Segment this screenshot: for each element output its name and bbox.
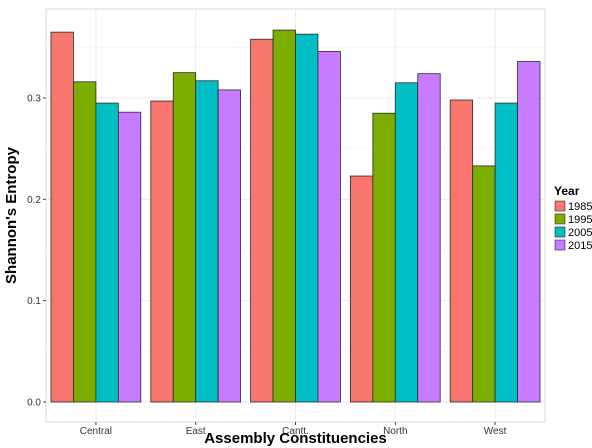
bar-cantt-2015 bbox=[317, 50, 341, 403]
bar-west-1985 bbox=[449, 99, 474, 403]
bar-east-1995 bbox=[172, 72, 197, 403]
bar-central-2005 bbox=[95, 102, 119, 403]
y-tick-label: 0.1 bbox=[27, 296, 41, 307]
bar-north-1995 bbox=[372, 112, 396, 403]
bar-cantt-2005 bbox=[295, 33, 319, 403]
bar-cantt-1985 bbox=[250, 38, 274, 403]
x-tick-label: East bbox=[186, 426, 206, 437]
bar-north-2005 bbox=[394, 82, 419, 403]
x-tick-label: North bbox=[383, 426, 407, 437]
bar-north-2015 bbox=[417, 73, 441, 403]
x-axis-title: Assembly Constituencies bbox=[204, 430, 387, 447]
legend-key-1995 bbox=[554, 213, 566, 225]
y-tick-label: 0.2 bbox=[27, 195, 41, 206]
bar-east-2015 bbox=[217, 89, 242, 403]
bar-east-1985 bbox=[150, 100, 174, 403]
legend-label: 1995 bbox=[568, 214, 592, 226]
legend-key-2005 bbox=[554, 226, 566, 238]
legend-title: Year bbox=[554, 184, 580, 198]
legend-label: 2005 bbox=[568, 227, 592, 239]
y-axis-title: Shannon's Entropy bbox=[3, 146, 20, 284]
x-axis-ticks: Central East Cantt. North West bbox=[80, 422, 507, 437]
x-tick-label: Central bbox=[80, 426, 112, 437]
bar-west-2015 bbox=[517, 61, 541, 403]
bars bbox=[50, 29, 541, 403]
y-tick-label: 0.0 bbox=[27, 398, 41, 409]
legend-label: 2015 bbox=[568, 240, 592, 252]
x-tick-label: West bbox=[484, 426, 507, 437]
bar-west-2005 bbox=[494, 102, 518, 403]
bar-cantt-1995 bbox=[272, 29, 296, 403]
bar-west-1995 bbox=[472, 165, 496, 403]
bar-central-2015 bbox=[117, 111, 142, 403]
legend-key-2015 bbox=[554, 239, 566, 251]
bar-central-1985 bbox=[50, 31, 74, 403]
x-tick-label: Cantt. bbox=[282, 426, 309, 437]
bar-north-1985 bbox=[349, 175, 374, 403]
legend-label: 1985 bbox=[568, 201, 592, 213]
y-axis-ticks: 0.0 0.1 0.2 0.3 bbox=[27, 94, 46, 409]
bar-central-1995 bbox=[73, 81, 97, 403]
bar-east-2005 bbox=[195, 80, 219, 403]
legend-key-1985 bbox=[554, 200, 566, 212]
y-tick-label: 0.3 bbox=[27, 94, 41, 105]
